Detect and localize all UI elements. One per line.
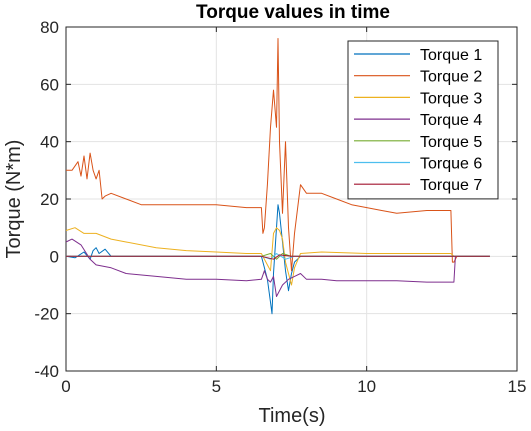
- series-line-torque-4: [65, 238, 490, 297]
- tick-labels: 0 5 10 15 -40 -20 0 20 40 60 80: [34, 18, 526, 396]
- y-tick-label: 80: [40, 18, 59, 37]
- legend-label: Torque 1: [420, 47, 482, 64]
- y-tick-label: -20: [34, 305, 59, 324]
- x-tick-label: 5: [212, 377, 221, 396]
- chart-title: Torque values in time: [196, 2, 390, 23]
- y-tick-label: 60: [40, 75, 59, 94]
- x-tick-label: 10: [357, 377, 376, 396]
- legend-label: Torque 6: [420, 156, 482, 173]
- series-line-torque-3: [65, 227, 490, 286]
- x-axis-label: Time(s): [258, 405, 325, 427]
- y-tick-label: 40: [40, 133, 59, 152]
- legend-box: [347, 40, 499, 200]
- legend: Torque 1 Torque 2 Torque 3 Torque 4 Torque 5…: [347, 40, 499, 200]
- legend-label: Torque 3: [420, 90, 482, 107]
- x-tick-label: 0: [61, 377, 70, 396]
- legend-label: Torque 7: [420, 177, 482, 194]
- legend-label: Torque 2: [420, 69, 482, 86]
- series-lines: [65, 38, 490, 315]
- y-tick-label: 20: [40, 190, 59, 209]
- x-tick-label: 15: [508, 377, 527, 396]
- legend-label: Torque 4: [420, 112, 482, 129]
- axes: [65, 26, 518, 372]
- legend-label: Torque 5: [420, 134, 482, 151]
- y-tick-label: -40: [34, 362, 59, 381]
- y-axis-label: Torque (N*m): [3, 140, 25, 259]
- series-line-torque-1: [65, 204, 490, 315]
- y-tick-label: 0: [50, 247, 59, 266]
- series-line-torque-2: [66, 38, 490, 272]
- series-line-torque-7: [66, 254, 490, 260]
